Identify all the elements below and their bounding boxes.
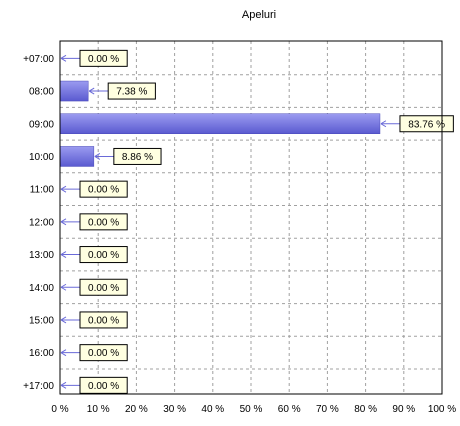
label-connector-arrow	[60, 381, 67, 389]
data-label-box	[107, 82, 156, 100]
y-tick-label: 11:00	[30, 185, 55, 196]
x-tick-label: 70 %	[316, 404, 339, 415]
data-label: 0.00 %	[88, 250, 119, 261]
y-tick-label: 09:00	[29, 119, 54, 130]
chart-title: Apeluri	[242, 9, 276, 21]
label-connector-arrow	[60, 283, 67, 291]
bar	[59, 146, 95, 167]
label-connector-arrow	[60, 251, 67, 258]
bar	[59, 113, 381, 134]
bar	[59, 80, 89, 102]
y-tick-label: +17:00	[23, 381, 54, 392]
label-connector-arrow	[88, 87, 95, 95]
data-label: 83.76 %	[408, 119, 445, 130]
x-tick-label: 100 %	[428, 404, 456, 415]
label-connector-arrow	[60, 218, 67, 226]
label-connector-arrow	[94, 153, 101, 160]
y-tick-label: 12:00	[29, 217, 54, 228]
data-label-box	[79, 246, 128, 264]
x-tick-label: 80 %	[354, 404, 377, 415]
bars	[59, 80, 381, 167]
x-tick-label: 10 %	[87, 404, 110, 415]
data-label: 0.00 %	[88, 315, 119, 326]
label-connector-arrow	[60, 349, 67, 357]
data-label: 7.38 %	[116, 87, 147, 98]
data-label: 0.00 %	[88, 348, 119, 359]
y-tick-label: 10:00	[29, 152, 54, 163]
y-tick-label: 16:00	[29, 348, 54, 359]
data-label-box	[79, 180, 128, 198]
data-label: 8.86 %	[122, 152, 153, 163]
x-tick-label: 30 %	[163, 404, 186, 415]
y-tick-label: 08:00	[29, 87, 54, 98]
data-label-box	[79, 376, 128, 394]
x-tick-label: 90 %	[392, 404, 415, 415]
y-tick-label: +07:00	[23, 54, 54, 65]
x-tick-label: 40 %	[201, 404, 224, 415]
label-connector-arrow	[60, 316, 67, 324]
x-tick-label: 50 %	[240, 404, 263, 415]
axes: +07:00 08:00 09:00 10:00 11:00 12:00 13:00 14:0…	[23, 40, 456, 415]
data-label-box	[79, 213, 128, 231]
data-labels: 0.00 % 7.38 % 83.76 % 8.86 % 0.00 % 0.00 % 0.0…	[60, 49, 454, 394]
x-tick-label: 20 %	[125, 404, 148, 415]
data-label: 0.00 %	[88, 185, 119, 196]
data-label: 0.00 %	[88, 54, 119, 65]
data-label-box	[79, 49, 128, 67]
y-tick-label: 13:00	[29, 250, 54, 261]
data-label-box	[399, 115, 454, 133]
data-label: 0.00 %	[88, 283, 119, 294]
x-tick-label: 0 %	[51, 404, 68, 415]
data-label-box	[79, 311, 128, 329]
data-label-box	[79, 344, 128, 362]
x-tick-label: 60 %	[278, 404, 301, 415]
label-connector-arrow	[60, 54, 67, 62]
data-label-box	[113, 147, 162, 165]
label-connector-arrow	[60, 185, 67, 193]
data-label-box	[79, 278, 128, 296]
y-tick-label: 15:00	[29, 315, 54, 326]
y-tick-label: 14:00	[29, 283, 54, 294]
data-label: 0.00 %	[88, 381, 119, 392]
data-label: 0.00 %	[88, 217, 119, 228]
plot-frame	[59, 40, 443, 395]
label-connector-arrow	[380, 120, 387, 128]
